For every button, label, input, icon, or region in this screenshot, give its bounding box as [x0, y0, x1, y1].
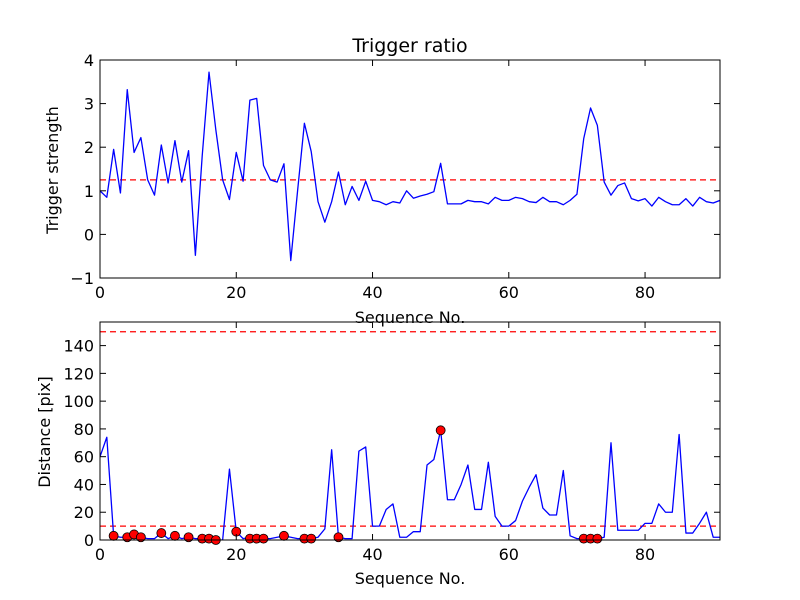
x-tick-label: 40 [362, 545, 382, 564]
axes-frame [99, 321, 721, 541]
data-point [279, 530, 289, 541]
y-tick-label: 100 [63, 392, 94, 411]
y-tick-label: 0 [84, 225, 94, 244]
y-axis-label: Trigger strength [43, 106, 62, 235]
x-axis-label: Sequence No. [355, 569, 466, 588]
y-tick-label: 3 [84, 95, 94, 114]
x-tick-label: 0 [95, 545, 105, 564]
chart-title: Trigger ratio [351, 35, 467, 57]
distance-panel: Distance [pix] Sequence No. 0 20 40 60 80 0 20… [35, 321, 721, 588]
y-tick-label: 2 [84, 138, 94, 157]
x-tick-label: 60 [499, 283, 519, 302]
x-tick-label: 60 [499, 545, 519, 564]
axes-frame [99, 59, 721, 279]
y-tick-label: 40 [74, 475, 94, 494]
y-tick-label: 1 [84, 182, 94, 201]
x-tick-label: 80 [635, 283, 655, 302]
x-axis-label: Sequence No. [355, 308, 466, 327]
data-point [156, 528, 167, 538]
y-tick-label: 120 [63, 364, 94, 383]
y-tick-label: 60 [74, 448, 94, 467]
data-line [100, 71, 720, 262]
plot-area [100, 71, 720, 262]
y-axis-label: Distance [pix] [35, 376, 54, 488]
data-point [333, 532, 344, 543]
data-point [108, 530, 119, 541]
x-tick-label: 0 [95, 283, 105, 302]
y-tick-label: 4 [84, 51, 94, 70]
x-tick-label: 40 [362, 283, 382, 302]
x-tick-label: 20 [226, 545, 246, 564]
data-point [135, 532, 146, 543]
data-point [435, 425, 446, 436]
data-point [306, 533, 317, 544]
y-tick-label: −1 [70, 269, 94, 288]
data-point [183, 532, 194, 543]
data-point [170, 530, 180, 541]
data-point [258, 533, 269, 544]
x-tick-label: 20 [226, 283, 246, 302]
y-tick-label: 80 [74, 420, 94, 439]
y-tick-label: 140 [63, 337, 94, 356]
x-tick-label: 80 [635, 545, 655, 564]
y-tick-label: 20 [74, 503, 94, 522]
data-point [592, 533, 603, 544]
y-tick-label: 0 [84, 531, 94, 550]
